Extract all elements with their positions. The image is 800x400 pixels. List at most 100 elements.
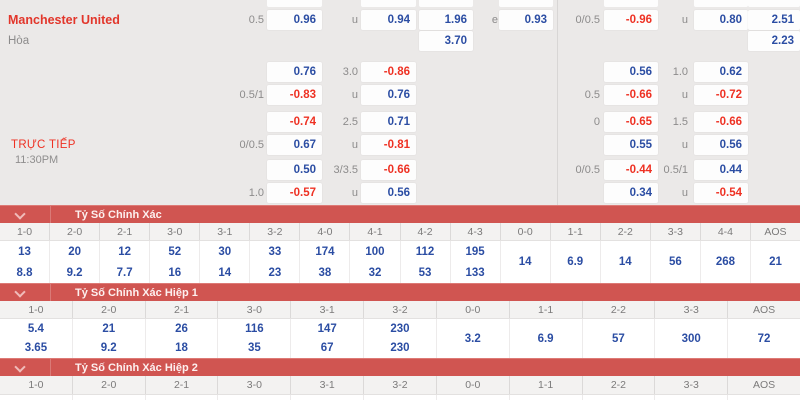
score-column-header: AOS (752, 379, 776, 391)
odds-cell-box5[interactable]: -0.72 (694, 85, 748, 105)
odds-cell-box1[interactable]: -0.83 (267, 85, 322, 105)
score-odds-value[interactable]: 21 (102, 322, 116, 335)
line-label: u (351, 14, 358, 26)
score-odds-value[interactable]: 14 (618, 256, 632, 268)
score-odds-value[interactable]: 9.2 (100, 342, 117, 355)
odds-cell-box1[interactable]: 0.67 (267, 135, 322, 155)
odds-cell-box5[interactable]: 0.80 (694, 10, 748, 30)
score-odds-value[interactable]: 9.2 (66, 266, 83, 279)
score-odds-value[interactable]: 230 (390, 322, 410, 335)
score-odds-column: 21 9.2 (73, 319, 146, 358)
score-odds-value[interactable]: 268 (715, 256, 735, 268)
score-odds-column: 33 23 (250, 241, 301, 283)
score-odds-value[interactable]: 112 (415, 245, 435, 258)
score-odds-value[interactable]: 300 (681, 332, 701, 345)
score-odds-column: 20 9.2 (50, 241, 101, 283)
score-odds-column: 230 230 (364, 319, 437, 358)
odds-cell-box2[interactable]: -0.86 (361, 62, 416, 82)
odds-cell-x12[interactable]: 1.96 (419, 10, 473, 30)
score-odds-column: 112 53 (401, 241, 451, 283)
odds-cell-box1[interactable]: 0.96 (267, 10, 322, 30)
score-odds-value[interactable]: 5.4 (27, 322, 44, 335)
odds-cell-box4[interactable]: 0.34 (604, 183, 658, 203)
odds-cell-box4[interactable]: -0.96 (604, 10, 658, 30)
score-odds-value[interactable]: 195 (465, 245, 485, 258)
odds-cell-box1[interactable]: -0.57 (267, 183, 322, 203)
odds-cell-box2[interactable]: 0.94 (361, 10, 416, 30)
score-odds-value[interactable]: 147 (317, 322, 337, 335)
chevron-down-icon (14, 361, 26, 373)
odds-cell-box4[interactable]: 0.55 (604, 135, 658, 155)
handicap-label: 0.5 (584, 89, 600, 101)
score-odds-value[interactable]: 30 (218, 245, 232, 258)
odds-cell-box2[interactable]: -0.81 (361, 135, 416, 155)
odds-cell-last[interactable]: 2.51 (748, 10, 800, 30)
section-header-correct-score-half1[interactable]: Tỷ Số Chính Xác Hiệp 1 (0, 283, 800, 302)
score-odds-value[interactable]: 100 (365, 245, 385, 258)
score-odds-value[interactable]: 7.7 (116, 266, 133, 279)
score-odds-value[interactable]: 52 (168, 245, 182, 258)
line-label: u (681, 139, 688, 151)
score-odds-value[interactable]: 35 (247, 342, 261, 355)
odds-cell-box4[interactable]: 0.56 (604, 62, 658, 82)
odds-cell-box1[interactable]: 0.50 (267, 160, 322, 180)
score-odds-value[interactable]: 53 (418, 266, 432, 279)
odds-cell-box2[interactable]: 0.76 (361, 85, 416, 105)
odds-cell-box3[interactable]: 0.93 (499, 10, 553, 30)
score-odds-column (73, 395, 146, 400)
handicap-label: 0/0.5 (575, 164, 600, 176)
score-column-header: 3-2 (364, 376, 437, 394)
section-header-correct-score[interactable]: Tỷ Số Chính Xác (0, 205, 800, 224)
score-odds-value[interactable]: 12 (118, 245, 132, 258)
score-odds-value[interactable]: 72 (757, 332, 771, 345)
score-odds-value[interactable]: 18 (175, 342, 188, 355)
score-odds-value[interactable]: 133 (465, 266, 485, 279)
score-odds-value[interactable]: 6.9 (567, 256, 584, 268)
odds-cell-box2[interactable]: 0.71 (361, 112, 416, 132)
score-odds-value[interactable]: 33 (268, 245, 282, 258)
score-odds-value[interactable]: 32 (368, 266, 382, 279)
score-odds-value[interactable]: 20 (68, 245, 81, 258)
odds-cell-box2[interactable]: 0.56 (361, 183, 416, 203)
score-odds-value[interactable]: 6.9 (537, 332, 554, 345)
score-odds-value[interactable]: 116 (245, 322, 264, 335)
score-column-header: 1-0 (0, 301, 73, 318)
odds-cell-box1[interactable]: 0.76 (267, 62, 322, 82)
score-odds-value[interactable]: 3.2 (464, 332, 481, 345)
odds-cell-box4[interactable]: -0.66 (604, 85, 658, 105)
score-odds-column: 57 (583, 319, 656, 358)
odds-cell-box5[interactable]: 0.56 (694, 135, 748, 155)
odds-cell-box1[interactable]: -0.74 (267, 112, 322, 132)
score-odds-value[interactable]: 230 (390, 342, 410, 355)
score-column-header: AOS (764, 225, 787, 238)
score-odds-value[interactable]: 67 (320, 342, 334, 355)
score-odds-value[interactable]: 26 (175, 322, 188, 335)
score-odds-value[interactable]: 3.65 (24, 342, 48, 355)
odds-cell-box4[interactable]: -0.44 (604, 160, 658, 180)
score-odds-value[interactable]: 14 (518, 256, 532, 268)
odds-cell-box4[interactable]: -0.65 (604, 112, 658, 132)
score-odds-value[interactable]: 21 (769, 256, 782, 268)
score-odds-column: 3.2 (437, 319, 510, 358)
odds-cell-last[interactable]: 2.23 (748, 31, 800, 51)
odds-cell-box5[interactable]: -0.54 (694, 183, 748, 203)
odds-cell-box2[interactable]: -0.66 (361, 160, 416, 180)
score-odds-value[interactable]: 14 (218, 266, 232, 279)
score-odds-value[interactable]: 56 (668, 256, 682, 268)
score-odds-value[interactable]: 57 (612, 332, 625, 345)
score-odds-value[interactable]: 174 (315, 245, 335, 258)
banner-separator (50, 284, 51, 302)
odds-cell-box5[interactable]: 0.44 (694, 160, 748, 180)
odds-cell-box5[interactable]: 0.62 (694, 62, 748, 82)
section-header-correct-score-half2[interactable]: Tỷ Số Chính Xác Hiệp 2 (0, 358, 800, 377)
score-odds-value[interactable]: 13 (18, 245, 31, 258)
score-odds-column (728, 395, 800, 400)
score-column-header: 1-0 (0, 376, 73, 394)
score-odds-value[interactable]: 38 (318, 266, 332, 279)
score-odds-value[interactable]: 16 (168, 266, 182, 279)
score-odds-value[interactable]: 8.8 (16, 266, 33, 279)
odds-cell-partial (748, 0, 800, 7)
score-odds-value[interactable]: 23 (268, 266, 282, 279)
odds-cell-x12[interactable]: 3.70 (419, 31, 473, 51)
odds-cell-box5[interactable]: -0.66 (694, 112, 748, 132)
